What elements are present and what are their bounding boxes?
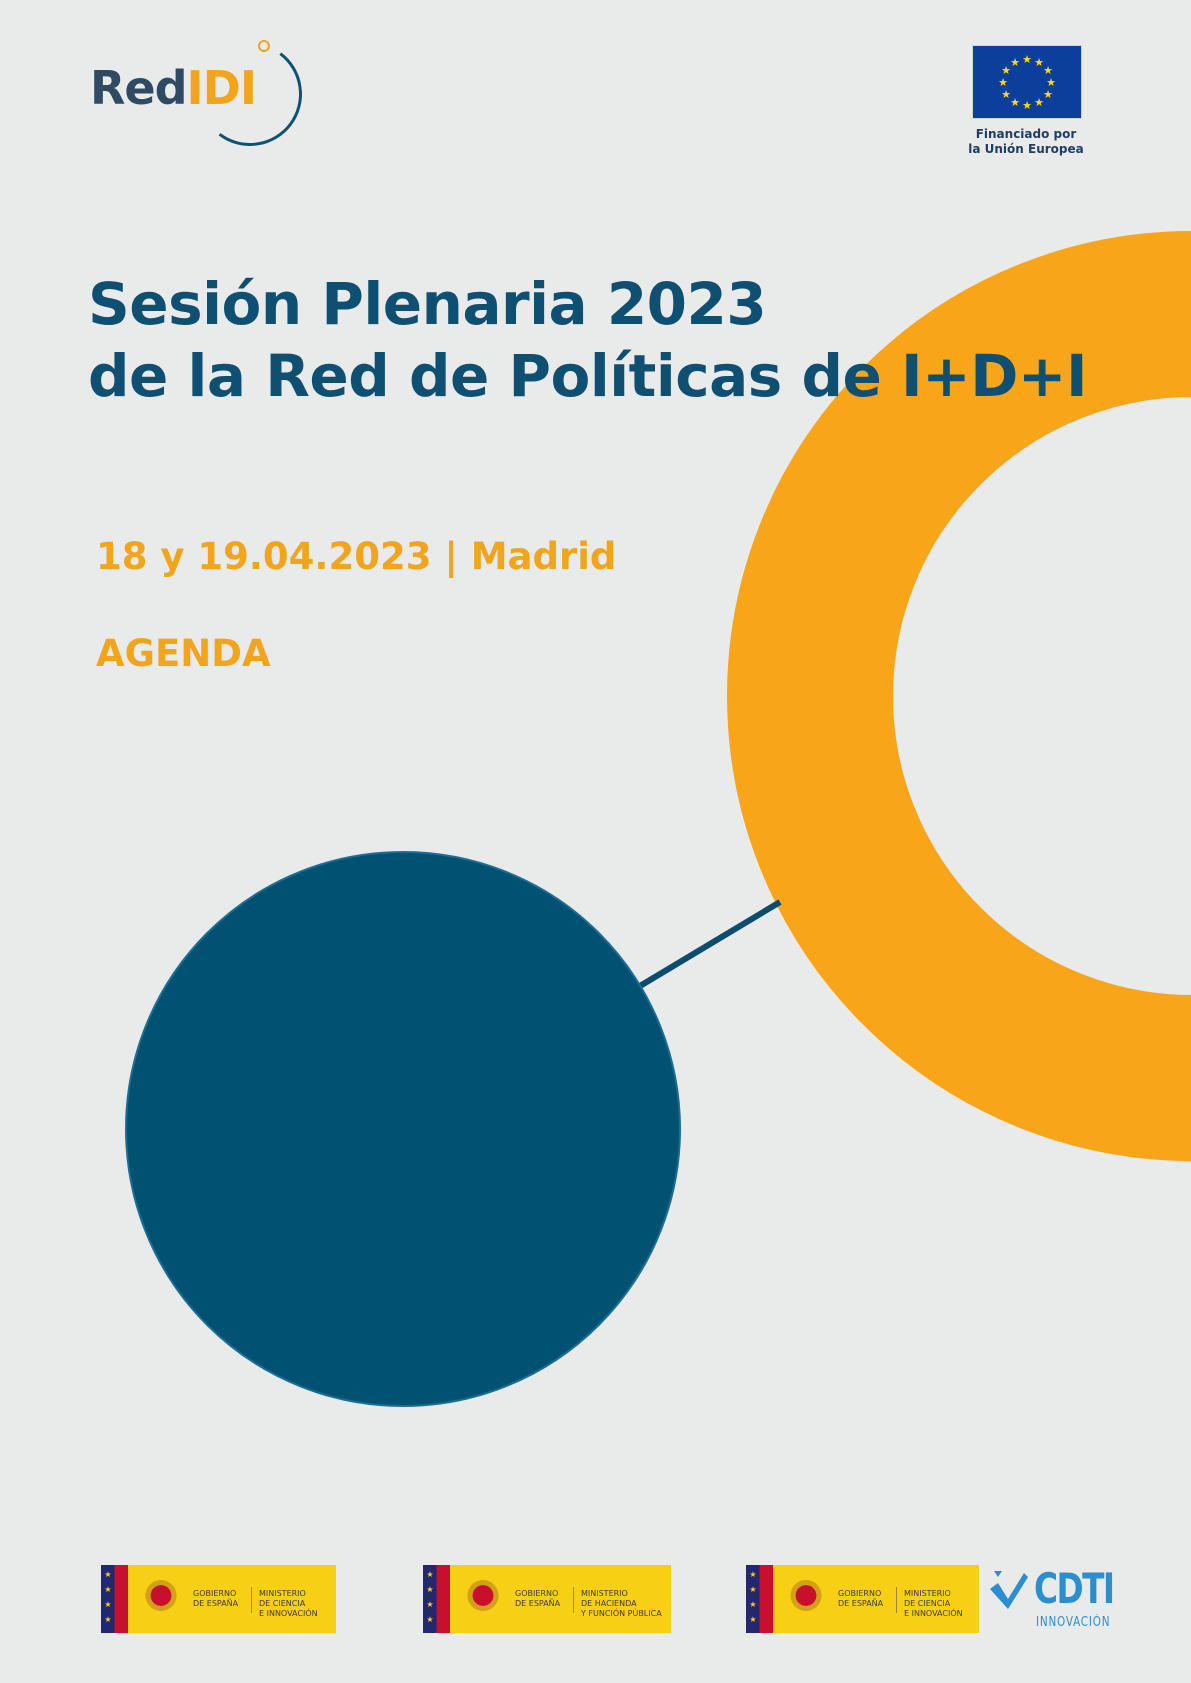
gov-divider <box>896 1587 897 1613</box>
coat-of-arms-icon <box>141 1573 181 1623</box>
svg-text:★: ★ <box>1022 99 1032 112</box>
svg-text:★: ★ <box>1001 64 1011 77</box>
coat-of-arms-icon <box>786 1573 826 1623</box>
gov-divider <box>251 1587 252 1613</box>
svg-text:★: ★ <box>1046 76 1056 89</box>
gov-text: GOBIERNO DE ESPAÑA <box>515 1589 561 1608</box>
gov-divider <box>573 1587 574 1613</box>
svg-text:★: ★ <box>1034 96 1044 109</box>
svg-text:★: ★ <box>1043 64 1053 77</box>
svg-text:★: ★ <box>1001 88 1011 101</box>
eu-spain-flag-icon <box>746 1565 773 1633</box>
gov-text: GOBIERNO DE ESPAÑA <box>838 1589 884 1608</box>
redidi-logo: RedIDI <box>90 35 309 153</box>
date-location: 18 y 19.04.2023 | Madrid <box>96 535 617 578</box>
svg-text:★: ★ <box>1010 56 1020 69</box>
svg-text:★: ★ <box>1043 88 1053 101</box>
eu-caption-line2: la Unión Europea <box>968 142 1084 156</box>
title-line-1: Sesión Plenaria 2023 <box>88 270 767 338</box>
title-line-2: de la Red de Políticas de I+D+I <box>88 342 1088 410</box>
cdti-wordmark: CDTI <box>1034 1564 1115 1613</box>
stars-icon: ★ ★ ★ ★ <box>749 1570 757 1624</box>
connector-line <box>638 899 782 989</box>
cdti-subtitle: INNOVACIÓN <box>1036 1615 1111 1630</box>
svg-text:★: ★ <box>998 76 1008 89</box>
logo-wordmark-red: Red <box>90 61 188 115</box>
stars-icon: ★ ★ ★ ★ <box>426 1570 434 1624</box>
page-title: Sesión Plenaria 2023 de la Red de Políti… <box>88 268 1138 412</box>
gov-text: GOBIERNO DE ESPAÑA <box>193 1589 239 1608</box>
eu-caption: Financiado por la Unión Europea <box>944 127 1108 157</box>
gov-logo-ciencia-1: ★ ★ ★ ★ GOBIERNO DE ESPAÑA MINISTERIO DE CI… <box>101 1565 336 1633</box>
cdti-logo: CDTI INNOVACIÓN <box>988 1563 1115 1635</box>
stars-icon: ★ ★ ★ ★ <box>104 1570 112 1624</box>
ministry-text: MINISTERIO DE CIENCIA E INNOVACIÓN <box>259 1589 318 1618</box>
logo-dot <box>258 40 270 52</box>
logo-wordmark: RedIDI <box>90 65 257 111</box>
ministry-text: MINISTERIO DE HACIENDA Y FUNCIÓN PÚBLICA <box>581 1589 662 1618</box>
eu-spain-flag-icon <box>423 1565 450 1633</box>
gov-logo-ciencia-2: ★ ★ ★ ★ GOBIERNO DE ESPAÑA MINISTERIO DE CI… <box>746 1565 979 1633</box>
eu-spain-flag-icon <box>101 1565 128 1633</box>
svg-text:★: ★ <box>1022 53 1032 66</box>
logo-wordmark-idi: IDI <box>186 61 257 115</box>
eu-stars-icon: ★ ★ ★ ★ ★ ★ ★ ★ ★ ★ ★ ★ <box>998 53 1056 112</box>
gov-logo-hacienda: ★ ★ ★ ★ GOBIERNO DE ESPAÑA MINISTERIO DE HA… <box>423 1565 671 1633</box>
eu-flag-logo: ★ ★ ★ ★ ★ ★ ★ ★ ★ ★ ★ ★ <box>972 45 1082 119</box>
svg-text:★: ★ <box>1010 96 1020 109</box>
svg-text:★: ★ <box>1034 56 1044 69</box>
ministry-text: MINISTERIO DE CIENCIA E INNOVACIÓN <box>904 1589 963 1618</box>
cdti-check-icon <box>990 1571 1028 1609</box>
eu-caption-line1: Financiado por <box>975 127 1077 141</box>
section-label: AGENDA <box>96 632 271 675</box>
coat-of-arms-icon <box>463 1573 503 1623</box>
navy-disc <box>125 851 681 1407</box>
orange-ring <box>727 231 1191 1161</box>
